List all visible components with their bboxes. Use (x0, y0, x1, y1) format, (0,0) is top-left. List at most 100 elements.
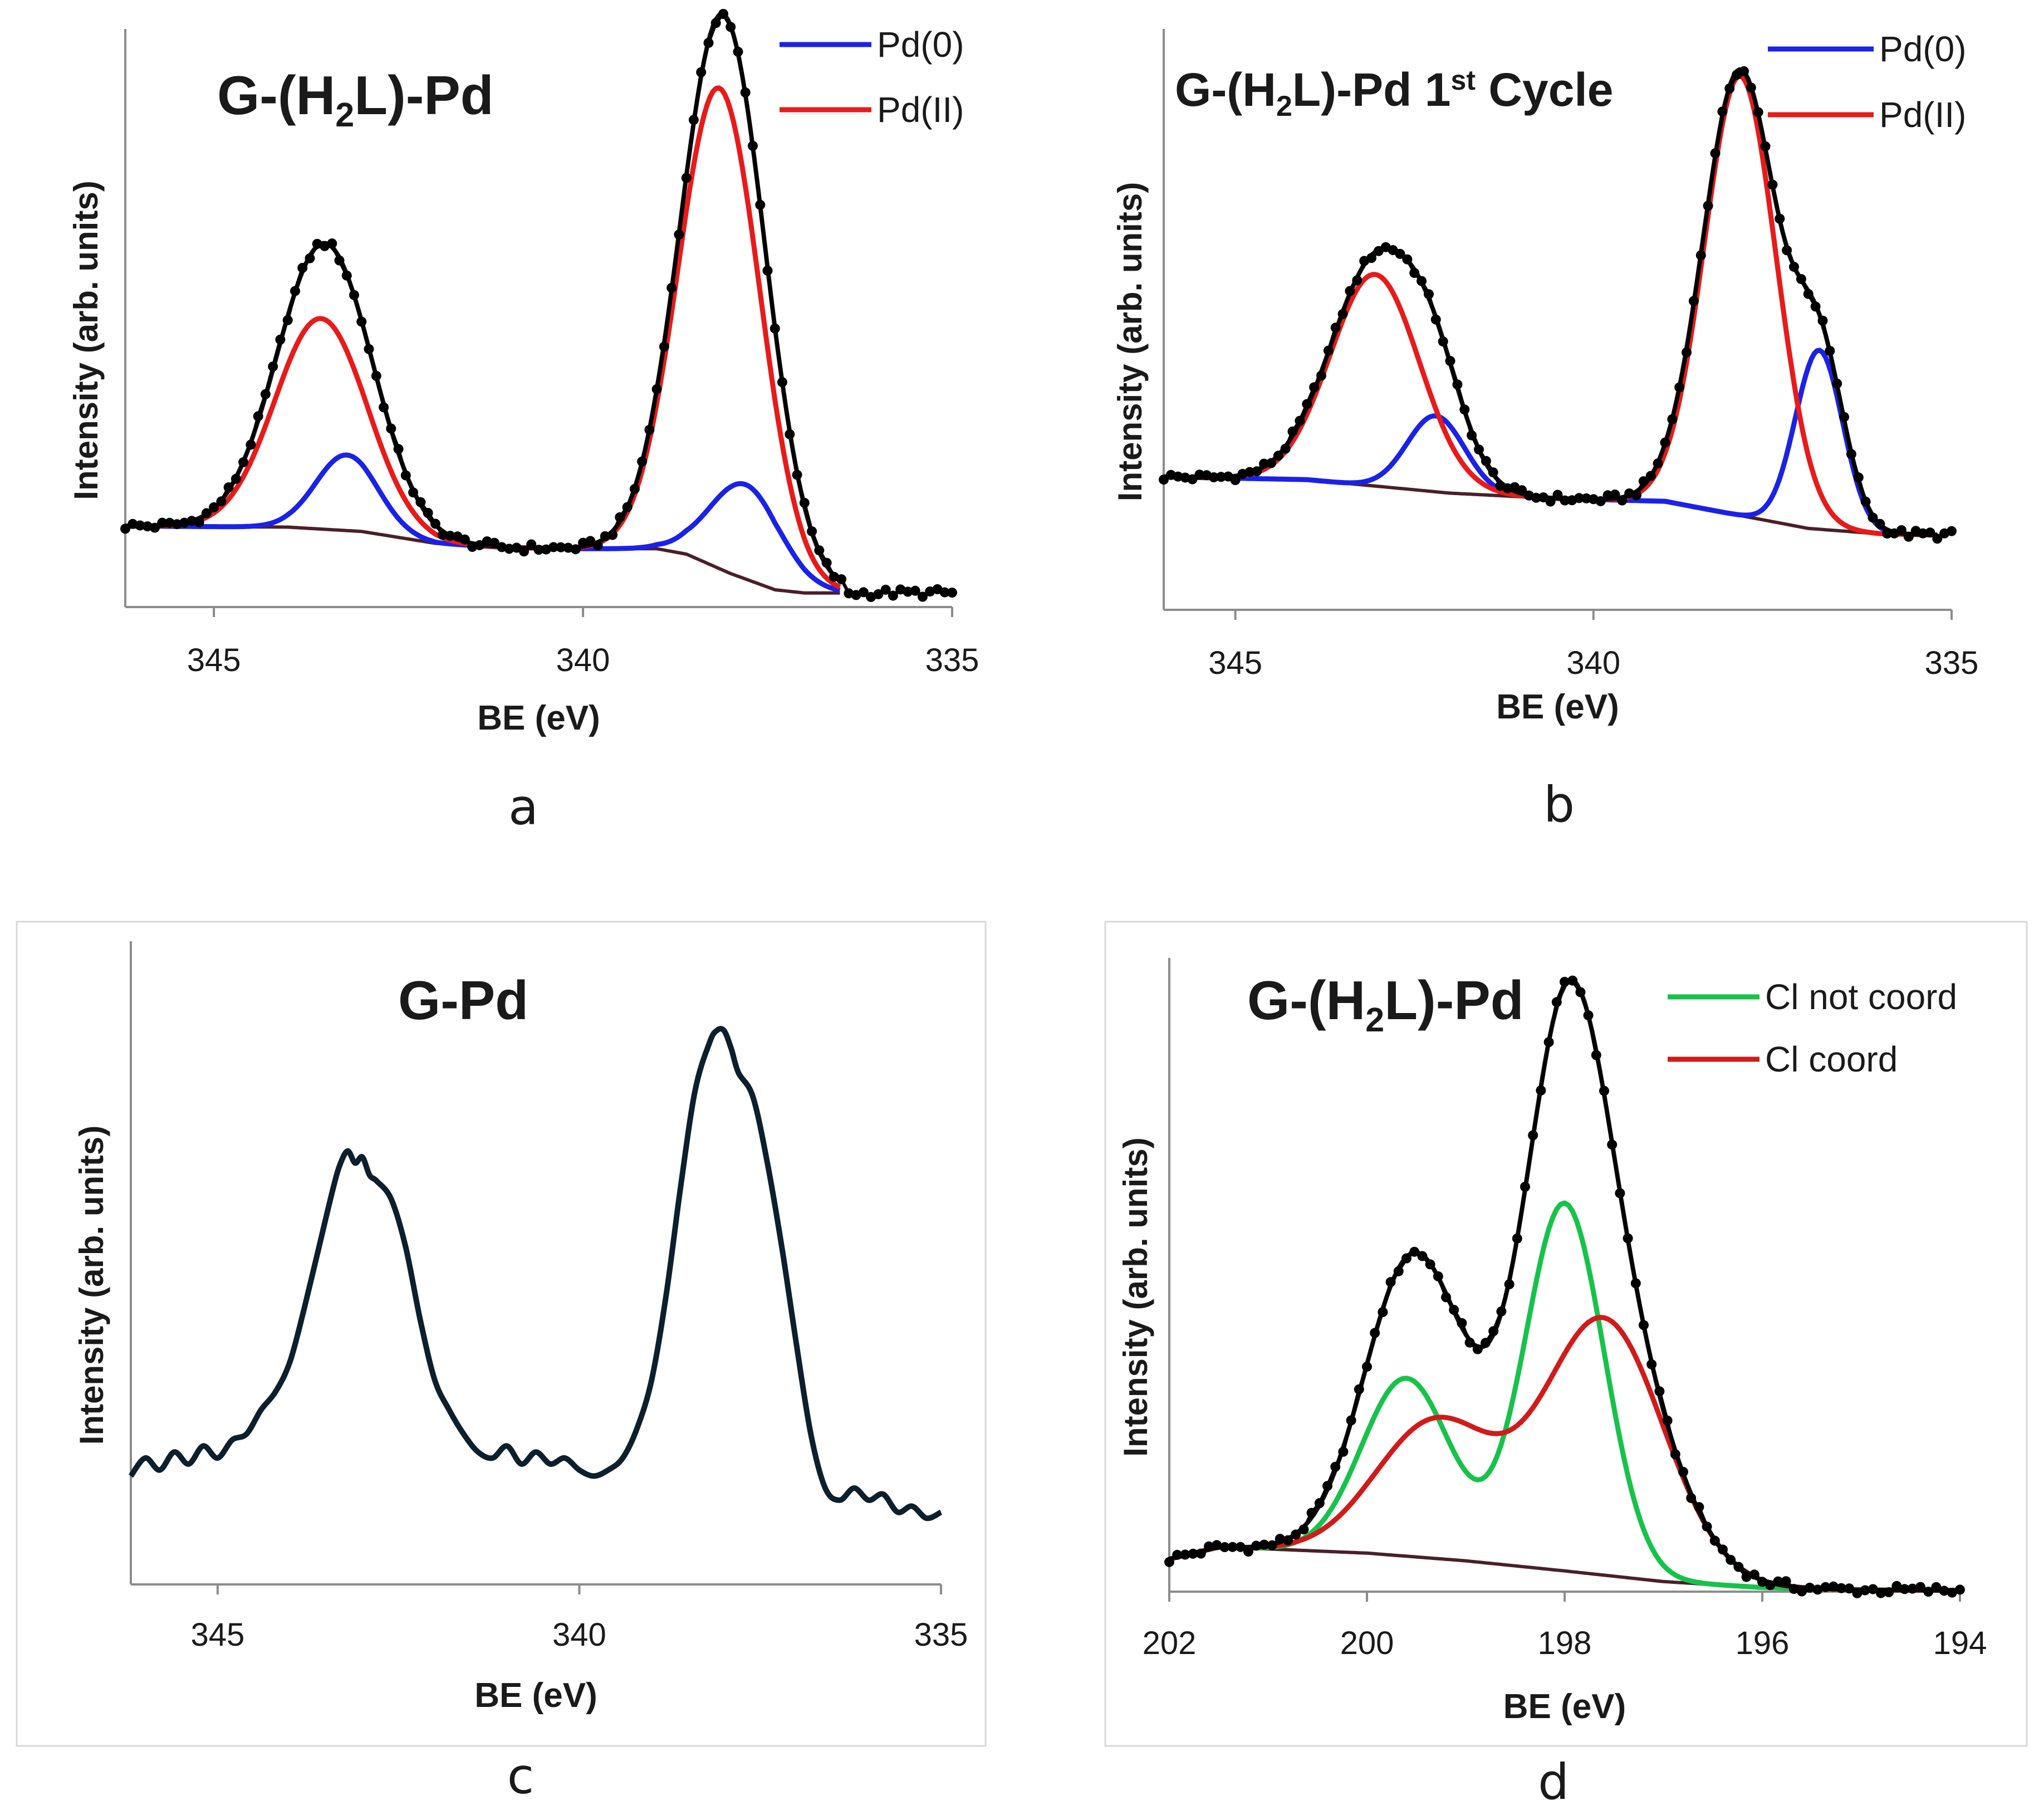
data-point (1682, 347, 1692, 358)
data-point (1354, 1384, 1364, 1395)
legend-label: Cl coord (1765, 1039, 1898, 1079)
data-point (1362, 1362, 1372, 1372)
x-tick-label: 345 (1208, 645, 1262, 681)
x-tick-label: 345 (187, 642, 241, 678)
data-point (282, 315, 293, 325)
data-point (1654, 1386, 1665, 1397)
data-point (1907, 1583, 1918, 1594)
data-point (873, 589, 884, 599)
y-axis-label: Intensity (arb. units) (1117, 1137, 1154, 1456)
data-point (1896, 525, 1906, 535)
data-point (1322, 1481, 1332, 1491)
data-point (1259, 458, 1270, 469)
data-point (718, 9, 728, 19)
data-point (799, 497, 810, 508)
data-point (1352, 275, 1362, 286)
data-point (423, 508, 433, 518)
data-point (1607, 1139, 1618, 1150)
data-point (393, 444, 404, 454)
data-point (1424, 289, 1434, 300)
data-point (246, 439, 256, 450)
data-point (1726, 1554, 1736, 1565)
data-point (1459, 404, 1470, 415)
data-point (504, 544, 514, 554)
data-point (1441, 1292, 1451, 1303)
data-point (1235, 1542, 1246, 1552)
data-point (1531, 492, 1541, 503)
data-point (1552, 490, 1563, 500)
data-point (1370, 1328, 1380, 1338)
data-point (1551, 997, 1562, 1007)
data-point (364, 344, 374, 354)
chart-title: G-Pd (398, 970, 528, 1031)
chart-title-main: G-(H (1247, 970, 1365, 1031)
data-point (688, 115, 699, 125)
panel-letter: d (1538, 1753, 1569, 1811)
data-point (726, 22, 736, 32)
data-point (1884, 1587, 1894, 1597)
data-point (1688, 296, 1699, 306)
data-point (696, 67, 707, 77)
data-point (1710, 148, 1721, 159)
x-tick-label: 340 (556, 642, 610, 678)
legend-label: Cl not coord (1765, 977, 1957, 1017)
legend-label: Pd(0) (1879, 29, 1967, 69)
data-point (814, 545, 825, 556)
data-point (327, 238, 337, 249)
data-point (1812, 1584, 1823, 1595)
data-point (1543, 1037, 1554, 1048)
data-point (519, 546, 529, 557)
data-point (1695, 250, 1706, 261)
data-point (1378, 1307, 1388, 1317)
chart-title-rest: L)-Pd (1384, 970, 1523, 1031)
data-point (1796, 274, 1806, 285)
data-point (1939, 1586, 1949, 1596)
data-point (1610, 490, 1620, 500)
data-point (1302, 399, 1312, 409)
y-axis-label: Intensity (arb. units) (67, 180, 105, 500)
data-point (1204, 1541, 1214, 1552)
data-point (939, 587, 950, 598)
data-point (1433, 1271, 1443, 1281)
data-point (1227, 1542, 1238, 1552)
data-point (600, 531, 610, 541)
data-point (1188, 1548, 1198, 1559)
data-point (1536, 1085, 1546, 1095)
data-point (1775, 213, 1785, 224)
series-line (128, 1026, 943, 1521)
data-point (1251, 1540, 1262, 1551)
data-point (1159, 474, 1169, 485)
x-tick-label: 340 (1566, 645, 1620, 681)
data-point (1599, 1085, 1609, 1096)
data-point (1923, 1587, 1934, 1597)
data-point (1464, 1337, 1475, 1348)
data-point (1512, 1233, 1522, 1244)
data-point (1345, 286, 1355, 296)
chart-title-rest: L)-Pd 1 (1292, 63, 1451, 116)
data-point (459, 534, 470, 545)
data-point (1504, 1279, 1515, 1290)
data-point (187, 516, 197, 526)
chart-title-main: G-(H (217, 65, 335, 126)
data-point (1567, 975, 1578, 986)
data-point (1430, 314, 1441, 325)
chart-title: G-(H2L)-Pd 1st Cycle (1175, 63, 1614, 123)
data-point (1346, 1415, 1356, 1426)
data-point (1517, 485, 1527, 496)
data-point (1876, 1588, 1886, 1598)
data-point (1520, 1182, 1530, 1192)
data-point (570, 544, 581, 555)
data-point (290, 286, 300, 296)
data-point (371, 370, 381, 381)
data-point (341, 270, 352, 281)
data-point (1283, 1535, 1293, 1545)
panel-frame (16, 921, 987, 1747)
data-point (1667, 414, 1678, 424)
data-point (1853, 472, 1864, 483)
data-point (1452, 379, 1463, 390)
data-point (386, 423, 396, 434)
data-point (592, 540, 603, 551)
data-point (1252, 466, 1262, 477)
data-point (740, 87, 751, 97)
data-point (1560, 977, 1570, 987)
